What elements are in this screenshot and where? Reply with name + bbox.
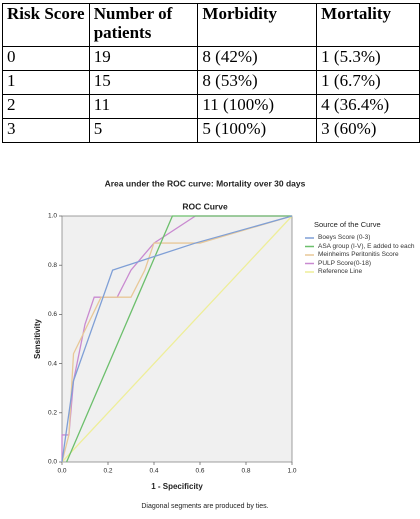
table-cell: 1 (5.3%)	[316, 46, 420, 71]
table-row: 0 19 8 (42%) 1 (5.3%)	[2, 46, 420, 71]
x-tick-label: 0.0	[57, 468, 66, 475]
legend-label: PULP Score(0-18)	[318, 259, 371, 267]
table-row: 2 11 11 (100%) 4 (36.4%)	[2, 94, 420, 119]
legend-label: Boeys Score (0-3)	[318, 234, 371, 241]
table-cell: 5 (100%)	[197, 118, 318, 143]
table-cell: 19	[88, 46, 199, 71]
chart: Area under the ROC curve: Mortality over…	[33, 178, 381, 510]
header-row: Risk Score Number of patients Morbidity Mor…	[2, 3, 420, 47]
chart-title: Area under the ROC curve: Mortality over…	[105, 178, 306, 188]
header-cell: Morbidity	[197, 3, 318, 47]
table-cell: 1	[2, 70, 90, 95]
table-cell: 4 (36.4%)	[316, 94, 420, 119]
legend-title: Source of the Curve	[314, 220, 381, 229]
x-tick-label: 0.4	[149, 468, 158, 475]
x-tick-label: 1.0	[287, 468, 296, 475]
y-tick-label: 0.2	[48, 410, 57, 417]
footnote: Diagonal segments are produced by ties.	[141, 503, 268, 510]
x-tick-label: 0.8	[241, 468, 250, 475]
roc-line	[61, 215, 293, 463]
roc-line	[61, 215, 293, 463]
y-tick-label: 0.4	[48, 360, 57, 367]
x-tick-label: 0.2	[103, 468, 112, 475]
x-tick-label: 0.6	[195, 468, 204, 475]
header-cell: Number of patients	[88, 3, 199, 47]
table-cell: 11	[88, 94, 199, 119]
roc-line	[61, 215, 293, 463]
chart-subtitle: ROC Curve	[182, 201, 228, 211]
table-cell: 3 (60%)	[316, 118, 420, 143]
table-cell: 2	[2, 94, 90, 119]
y-axis-label: Sensitivity	[33, 318, 42, 359]
table-cell: 15	[88, 70, 199, 95]
y-tick-label: 0.8	[48, 262, 57, 269]
table-cell: 3	[2, 118, 90, 143]
table-cell: 0	[2, 46, 90, 71]
roc-line	[61, 215, 292, 462]
table-cell: 5	[88, 118, 199, 143]
table-cell: 1 (6.7%)	[316, 70, 420, 95]
table-row: 1 15 8 (53%) 1 (6.7%)	[2, 70, 420, 95]
legend-label: Reference Line	[318, 268, 363, 275]
table-cell: 8 (53%)	[197, 70, 318, 95]
header-cell: Mortality	[316, 3, 420, 47]
header-cell: Risk Score	[2, 3, 90, 47]
roc-line	[66, 215, 292, 463]
y-tick-label: 0.0	[48, 459, 57, 466]
y-tick-label: 1.0	[48, 213, 57, 220]
table-cell: 11 (100%)	[197, 94, 318, 119]
legend-label: ASA group (I-V), E added to each	[318, 242, 415, 250]
x-axis-label: 1 - Specificity	[151, 482, 203, 491]
legend-label: Meinheims Peritonitis Score	[318, 251, 399, 258]
table-cell: 8 (42%)	[197, 46, 318, 71]
y-tick-label: 0.6	[48, 311, 57, 318]
risk-table: Risk Score Number of patients Morbidity Mor…	[2, 3, 420, 143]
